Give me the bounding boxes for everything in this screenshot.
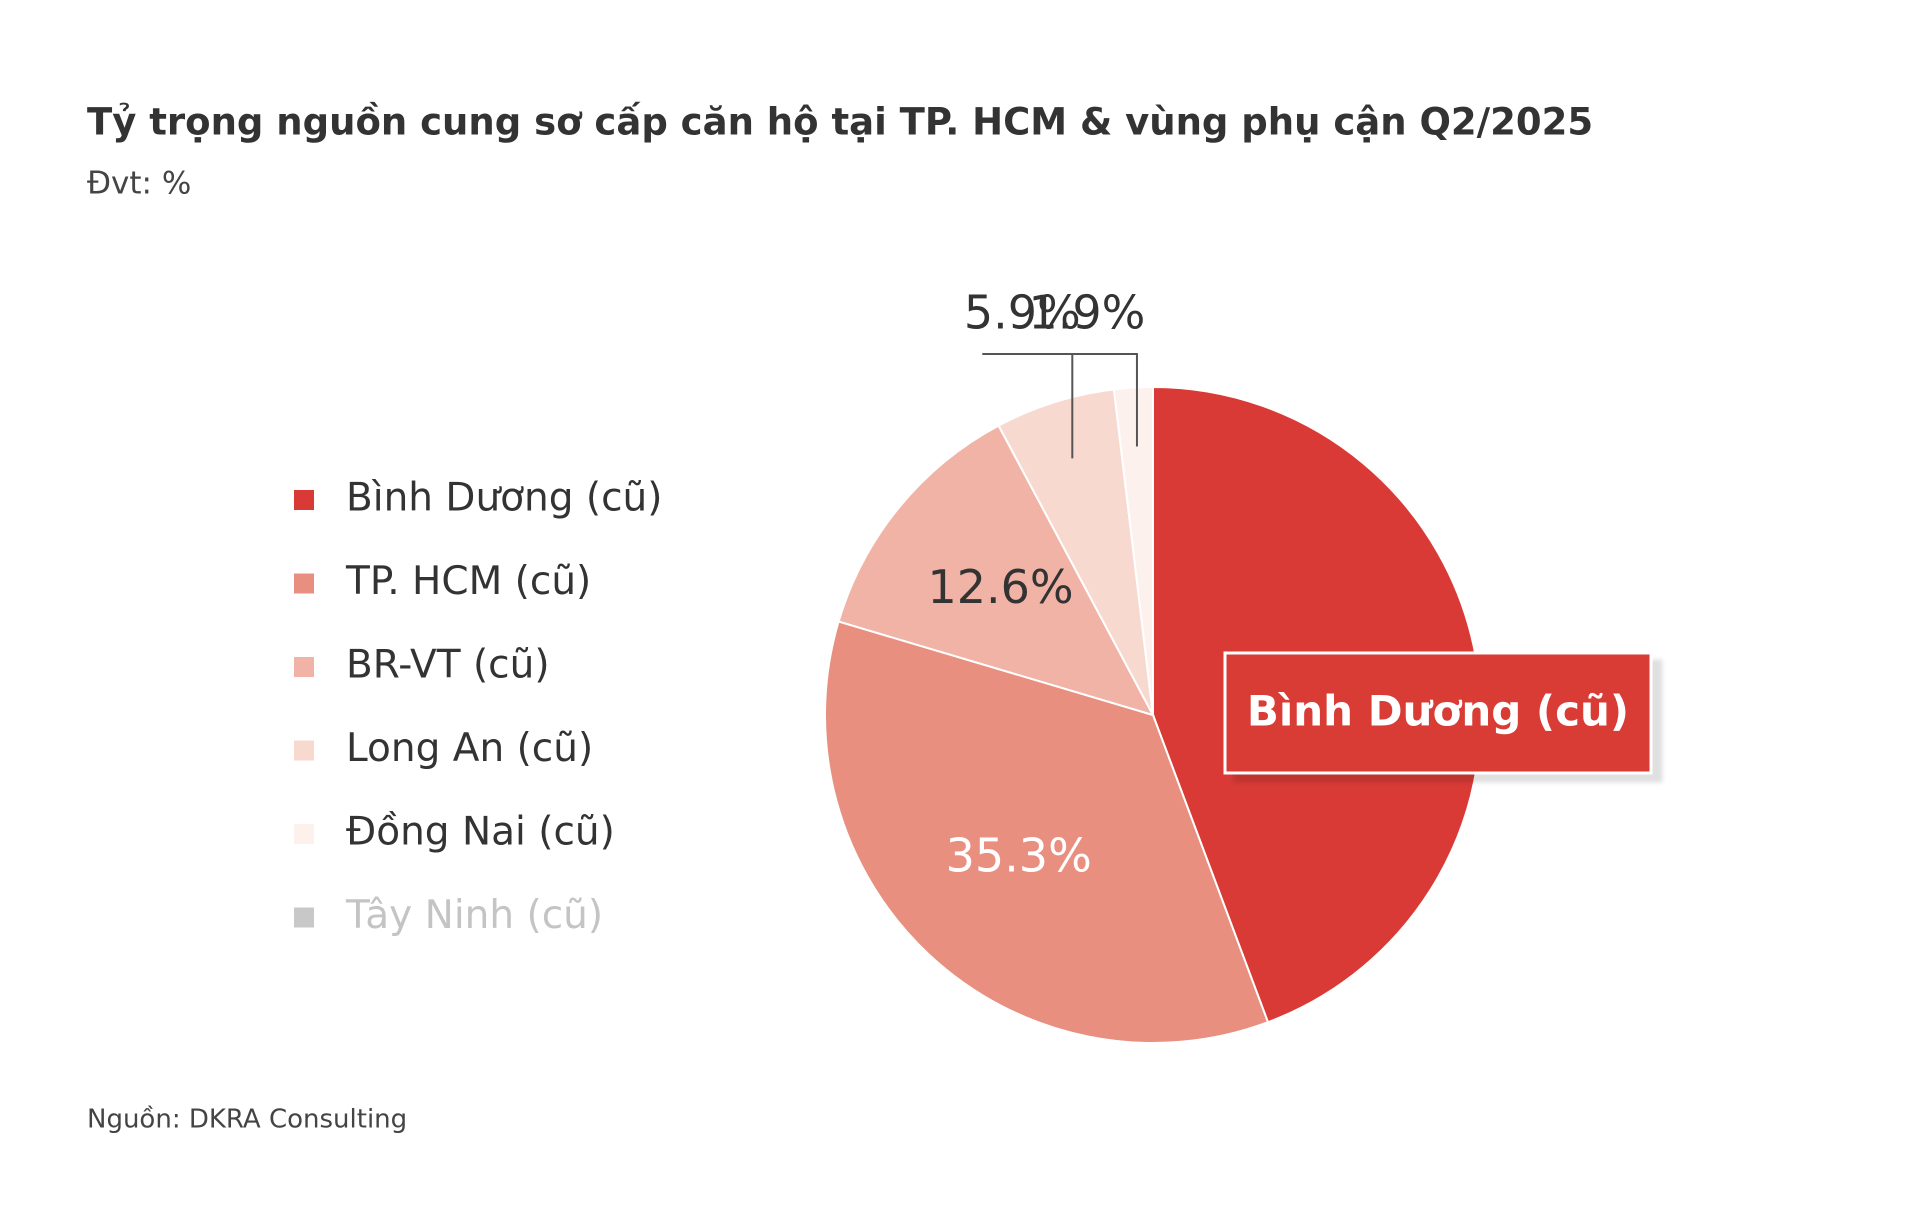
data-label: 35.3% [946, 828, 1092, 882]
legend-label: Tây Ninh (cũ) [345, 893, 603, 938]
leader-line [1046, 353, 1138, 447]
pie-slice [1112, 385, 1154, 716]
data-label: 1.9% [1029, 286, 1146, 340]
pie-slice [997, 388, 1154, 716]
legend-swatch [294, 657, 314, 677]
legend-swatch [294, 824, 314, 844]
data-label: 5.9% [964, 286, 1081, 340]
data-label: 12.6% [928, 560, 1074, 614]
legend-swatch [294, 490, 314, 510]
legend-label: Long An (cũ) [346, 726, 593, 771]
legend-swatch [294, 740, 314, 761]
tooltip-text: Bình Dương (cũ) [1247, 687, 1629, 736]
tooltip-box [1223, 651, 1653, 775]
legend-label: BR-VT (cũ) [346, 643, 550, 688]
legend-label: Bình Dương (cũ) [346, 476, 663, 521]
legend-label: Đồng Nai (cũ) [346, 810, 615, 855]
legend: Bình Dương (cũ) TP. HCM (cũ) BR-VT (cũ) Lon… [294, 476, 663, 938]
tooltip: Bình Dương (cũ) [1223, 651, 1653, 775]
legend-swatch [294, 907, 314, 928]
pie-slice [837, 424, 1156, 717]
legend-swatch [294, 573, 314, 594]
chart-subtitle: Đvt: % [87, 166, 191, 202]
pie-slice [824, 620, 1270, 1045]
source-note: Nguồn: DKRA Consulting [87, 1105, 407, 1135]
legend-label: TP. HCM (cũ) [345, 559, 591, 604]
chart-title: Tỷ trọng nguồn cung sơ cấp căn hộ tại TP… [87, 101, 1593, 144]
